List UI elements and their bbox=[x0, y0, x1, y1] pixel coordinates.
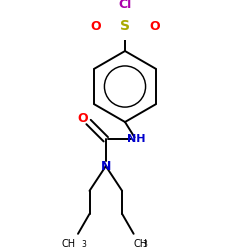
Text: N: N bbox=[101, 160, 111, 172]
Text: CH: CH bbox=[62, 238, 76, 248]
Text: O: O bbox=[150, 20, 160, 32]
Text: O: O bbox=[78, 112, 88, 125]
Text: O: O bbox=[90, 20, 101, 32]
Text: NH: NH bbox=[127, 134, 146, 144]
Text: CH: CH bbox=[134, 238, 148, 248]
Text: 3: 3 bbox=[81, 240, 86, 249]
Text: Cl: Cl bbox=[118, 0, 132, 12]
Text: 3: 3 bbox=[143, 240, 148, 249]
Text: S: S bbox=[120, 19, 130, 33]
